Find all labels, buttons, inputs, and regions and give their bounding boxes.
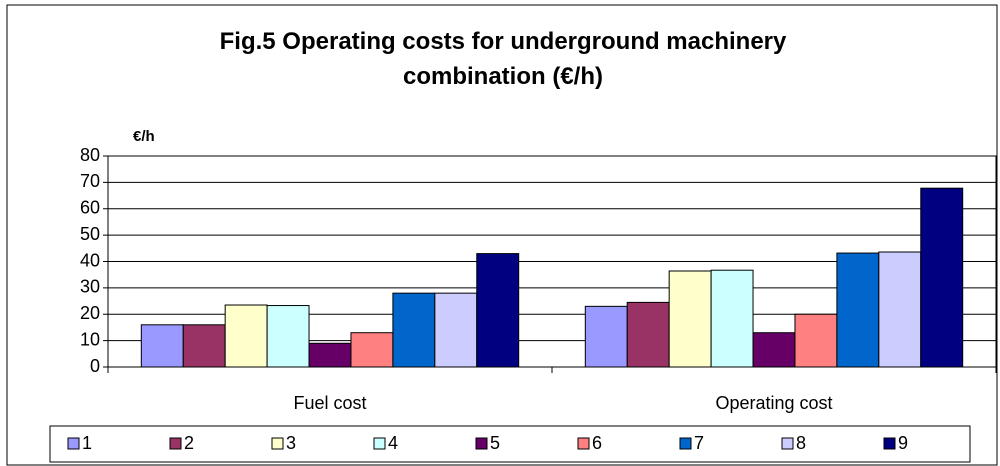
bar bbox=[266, 305, 310, 368]
y-tick-label: 10 bbox=[80, 329, 100, 349]
bar bbox=[182, 324, 226, 368]
y-tick-label: 40 bbox=[80, 250, 100, 270]
y-axis-label: €/h bbox=[133, 128, 155, 145]
legend-swatch bbox=[475, 437, 488, 450]
legend-swatch bbox=[883, 437, 896, 450]
legend-swatch bbox=[373, 437, 386, 450]
bar bbox=[626, 301, 670, 368]
bar bbox=[920, 187, 964, 368]
legend-label: 6 bbox=[592, 433, 602, 453]
bar bbox=[836, 252, 880, 368]
y-tick-label: 80 bbox=[80, 145, 100, 165]
y-tick-label: 30 bbox=[80, 277, 100, 297]
y-tick-label: 20 bbox=[80, 303, 100, 323]
legend-label: 2 bbox=[184, 433, 194, 453]
bar bbox=[878, 251, 922, 368]
legend-swatch bbox=[577, 437, 590, 450]
y-tick-label: 0 bbox=[90, 356, 100, 376]
legend-swatch bbox=[271, 437, 284, 450]
bar bbox=[668, 270, 712, 368]
bar bbox=[584, 305, 628, 368]
legend-swatch bbox=[169, 437, 182, 450]
y-tick-label: 70 bbox=[80, 171, 100, 191]
y-tick-label: 50 bbox=[80, 224, 100, 244]
x-tick-label: Operating cost bbox=[715, 393, 832, 413]
legend-label: 5 bbox=[490, 433, 500, 453]
bar bbox=[392, 292, 436, 368]
bar bbox=[224, 304, 268, 368]
bar bbox=[434, 292, 478, 368]
bar bbox=[308, 342, 352, 368]
x-tick-label: Fuel cost bbox=[293, 393, 366, 413]
legend-label: 7 bbox=[694, 433, 704, 453]
legend-label: 1 bbox=[82, 433, 92, 453]
chart-title: Fig.5 Operating costs for underground ma… bbox=[219, 28, 787, 90]
y-tick-label: 60 bbox=[80, 198, 100, 218]
legend-swatch bbox=[679, 437, 692, 450]
legend-swatch bbox=[781, 437, 794, 450]
legend-label: 9 bbox=[898, 433, 908, 453]
legend-label: 4 bbox=[388, 433, 398, 453]
legend-label: 3 bbox=[286, 433, 296, 453]
bar bbox=[752, 332, 796, 368]
legend-label: 8 bbox=[796, 433, 806, 453]
legend-box bbox=[49, 425, 971, 463]
legend-swatch bbox=[67, 437, 80, 450]
bar bbox=[350, 332, 394, 368]
bar bbox=[140, 324, 184, 368]
bar bbox=[476, 253, 520, 368]
bar bbox=[794, 313, 838, 368]
bar bbox=[710, 269, 754, 368]
